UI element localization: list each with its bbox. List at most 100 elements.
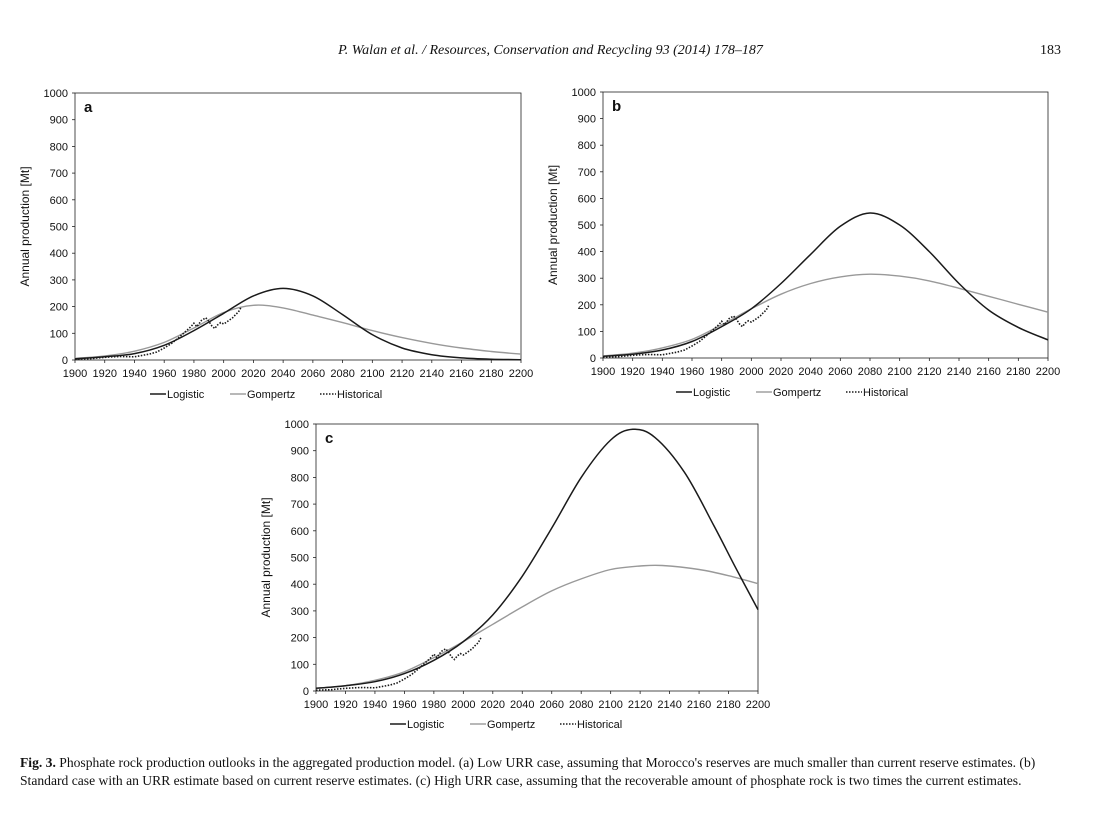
y-tick-label: 400 [50,248,68,260]
y-tick-label: 100 [291,659,309,671]
y-tick-label: 900 [50,115,68,127]
series-line-historical [602,304,770,358]
y-tick-label: 0 [590,353,596,365]
x-tick-label: 2140 [657,699,681,711]
x-tick-label: 1900 [591,366,615,378]
journal-reference: P. Walan et al. / Resources, Conservatio… [338,43,763,58]
chart-svg: c 0 100 200 300 400 500 600 700 800 900 1000 1900 192… [259,419,770,731]
x-tick-label: 2180 [1006,366,1030,378]
caption-label: Fig. 3. [20,755,56,770]
x-tick-label: 1920 [92,368,116,380]
x-tick-label: 2000 [739,366,763,378]
x-tick-label: 2160 [976,366,1000,378]
series-line-historical [74,306,243,360]
y-tick-label: 0 [303,686,309,698]
x-tick-label: 1920 [333,699,357,711]
x-tick-label: 2100 [887,366,911,378]
x-tick-label: 1960 [392,699,416,711]
y-tick-label: 100 [50,328,68,340]
series-line-gompertz [74,304,522,360]
panel-label: a [84,99,93,116]
y-tick-label: 300 [50,275,68,287]
y-axis-label: Annual production [Mt] [546,165,560,285]
panel-label: c [325,430,333,447]
x-tick-label: 2160 [687,699,711,711]
legend-label-gompertz: Gompertz [247,389,295,401]
legend-label-historical: Historical [577,719,622,731]
y-tick-label: 200 [578,300,596,312]
series-line-logistic [315,428,759,690]
y-axis-label: Annual production [Mt] [259,497,273,617]
x-tick-label: 1940 [122,368,146,380]
x-tick-label: 2020 [769,366,793,378]
series-line-historical [315,637,482,691]
y-tick-label: 600 [291,526,309,538]
plot-frame [602,91,1049,359]
panel-label: b [612,98,621,115]
x-tick-label: 2120 [390,368,414,380]
chart-panel-a: a 0 100 200 300 400 500 600 700 800 900 1000 1900 192… [0,80,560,410]
y-tick-label: 200 [291,633,309,645]
series-line-logistic [74,287,522,361]
x-tick-label: 2040 [271,368,295,380]
y-tick-label: 1000 [572,87,596,99]
y-tick-label: 300 [291,606,309,618]
legend-label-logistic: Logistic [693,387,731,399]
x-tick-label: 2180 [479,368,503,380]
x-tick-label: 1960 [680,366,704,378]
page-number: 183 [1040,43,1061,58]
series-line-gompertz [315,564,759,689]
chart-panel-b: b 0 100 200 300 400 500 600 700 800 900 1000 1900 192… [530,80,1101,410]
y-tick-label: 500 [578,220,596,232]
y-axis-label: Annual production [Mt] [18,166,32,286]
y-tick-label: 400 [291,579,309,591]
x-tick-label: 2080 [330,368,354,380]
x-tick-label: 2060 [301,368,325,380]
legend-label-logistic: Logistic [167,389,205,401]
figure-caption: Fig. 3. Phosphate rock production outloo… [20,754,1068,789]
x-tick-label: 1900 [304,699,328,711]
legend-label-logistic: Logistic [407,719,445,731]
series-line-gompertz [602,273,1049,357]
x-tick-label: 1940 [650,366,674,378]
y-tick-label: 0 [62,355,68,367]
x-tick-label: 2080 [858,366,882,378]
x-tick-label: 2120 [917,366,941,378]
y-tick-label: 200 [50,302,68,314]
x-tick-label: 2140 [420,368,444,380]
x-tick-label: 2120 [628,699,652,711]
chart-svg: a 0 100 200 300 400 500 600 700 800 900 1000 1900 192… [18,88,533,401]
x-tick-label: 1940 [363,699,387,711]
y-tick-label: 700 [50,168,68,180]
series-line-logistic [602,212,1049,358]
x-tick-label: 1980 [182,368,206,380]
caption-text: Phosphate rock production outlooks in th… [20,755,1036,788]
y-tick-label: 400 [578,247,596,259]
x-tick-label: 2180 [716,699,740,711]
y-tick-label: 800 [50,141,68,153]
y-tick-label: 1000 [44,88,68,100]
y-tick-label: 300 [578,273,596,285]
x-tick-label: 2100 [598,699,622,711]
x-tick-label: 2200 [746,699,770,711]
x-tick-label: 2080 [569,699,593,711]
x-tick-label: 1920 [620,366,644,378]
legend-label-historical: Historical [337,389,382,401]
y-tick-label: 500 [291,553,309,565]
y-tick-label: 700 [578,167,596,179]
x-tick-label: 2100 [360,368,384,380]
y-tick-label: 600 [50,195,68,207]
y-tick-label: 1000 [285,419,309,431]
x-tick-label: 1900 [63,368,87,380]
y-tick-label: 600 [578,193,596,205]
x-tick-label: 2000 [211,368,235,380]
x-tick-label: 2020 [481,699,505,711]
y-tick-label: 800 [291,472,309,484]
y-tick-label: 700 [291,499,309,511]
chart-svg: b 0 100 200 300 400 500 600 700 800 900 1000 1900 192… [546,87,1060,399]
y-tick-label: 100 [578,326,596,338]
legend-label-historical: Historical [863,387,908,399]
x-tick-label: 2200 [1036,366,1060,378]
x-tick-label: 1980 [422,699,446,711]
x-tick-label: 2020 [241,368,265,380]
